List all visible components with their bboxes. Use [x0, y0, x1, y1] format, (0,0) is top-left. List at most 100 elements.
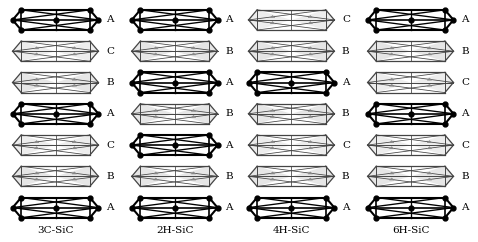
Polygon shape	[191, 115, 196, 118]
Polygon shape	[427, 178, 432, 180]
Text: A: A	[461, 203, 468, 212]
Text: A: A	[225, 203, 233, 212]
Text: B: B	[106, 78, 114, 87]
Polygon shape	[308, 109, 313, 112]
Polygon shape	[292, 166, 334, 186]
Polygon shape	[132, 104, 174, 124]
Text: C: C	[106, 47, 114, 56]
Polygon shape	[132, 166, 174, 186]
Polygon shape	[72, 84, 76, 86]
Polygon shape	[72, 147, 76, 149]
Polygon shape	[174, 41, 217, 61]
Polygon shape	[308, 15, 313, 18]
Polygon shape	[191, 47, 196, 49]
Polygon shape	[308, 115, 313, 118]
Polygon shape	[292, 41, 334, 61]
Polygon shape	[292, 104, 334, 124]
Polygon shape	[390, 84, 394, 86]
Text: A: A	[225, 78, 233, 87]
Polygon shape	[191, 178, 196, 180]
Text: A: A	[106, 203, 114, 212]
Text: A: A	[342, 203, 349, 212]
Polygon shape	[174, 166, 217, 186]
Polygon shape	[292, 10, 334, 30]
Text: C: C	[106, 141, 114, 150]
Polygon shape	[390, 78, 394, 80]
Polygon shape	[12, 135, 55, 155]
Polygon shape	[427, 141, 432, 143]
Polygon shape	[390, 47, 394, 49]
Text: B: B	[106, 172, 114, 181]
Polygon shape	[55, 166, 98, 186]
Polygon shape	[427, 47, 432, 49]
Polygon shape	[12, 166, 55, 186]
Polygon shape	[153, 115, 158, 118]
Polygon shape	[427, 53, 432, 55]
Polygon shape	[132, 41, 174, 61]
Text: A: A	[225, 141, 233, 150]
Polygon shape	[411, 135, 454, 155]
Polygon shape	[411, 72, 454, 93]
Polygon shape	[34, 141, 39, 143]
Polygon shape	[249, 135, 292, 155]
Text: A: A	[106, 109, 114, 118]
Polygon shape	[308, 147, 313, 149]
Polygon shape	[427, 172, 432, 174]
Text: A: A	[225, 15, 233, 24]
Polygon shape	[308, 141, 313, 143]
Text: A: A	[461, 15, 468, 24]
Polygon shape	[72, 178, 76, 180]
Text: B: B	[225, 47, 233, 56]
Polygon shape	[308, 172, 313, 174]
Polygon shape	[153, 53, 158, 55]
Text: B: B	[342, 172, 349, 181]
Polygon shape	[270, 115, 275, 118]
Polygon shape	[153, 47, 158, 49]
Polygon shape	[308, 22, 313, 24]
Text: B: B	[342, 109, 349, 118]
Polygon shape	[34, 47, 39, 49]
Text: 6H-SiC: 6H-SiC	[392, 226, 429, 235]
Polygon shape	[390, 53, 394, 55]
Polygon shape	[427, 84, 432, 86]
Text: 3C-SiC: 3C-SiC	[37, 226, 74, 235]
Polygon shape	[270, 147, 275, 149]
Text: C: C	[461, 141, 469, 150]
Polygon shape	[72, 172, 76, 174]
Polygon shape	[34, 178, 39, 180]
Polygon shape	[12, 41, 55, 61]
Text: C: C	[342, 15, 350, 24]
Polygon shape	[249, 41, 292, 61]
Polygon shape	[270, 109, 275, 112]
Polygon shape	[153, 178, 158, 180]
Polygon shape	[12, 72, 55, 93]
Polygon shape	[427, 147, 432, 149]
Polygon shape	[34, 53, 39, 55]
Polygon shape	[390, 172, 394, 174]
Polygon shape	[55, 135, 98, 155]
Polygon shape	[368, 166, 411, 186]
Polygon shape	[270, 141, 275, 143]
Text: A: A	[461, 109, 468, 118]
Polygon shape	[308, 178, 313, 180]
Text: B: B	[461, 172, 469, 181]
Polygon shape	[34, 172, 39, 174]
Polygon shape	[308, 47, 313, 49]
Polygon shape	[427, 78, 432, 80]
Polygon shape	[153, 109, 158, 112]
Polygon shape	[368, 41, 411, 61]
Text: B: B	[342, 47, 349, 56]
Text: A: A	[106, 15, 114, 24]
Polygon shape	[191, 53, 196, 55]
Polygon shape	[411, 166, 454, 186]
Polygon shape	[411, 41, 454, 61]
Polygon shape	[368, 135, 411, 155]
Polygon shape	[72, 141, 76, 143]
Polygon shape	[292, 135, 334, 155]
Polygon shape	[191, 172, 196, 174]
Polygon shape	[174, 104, 217, 124]
Text: B: B	[225, 172, 233, 181]
Text: 2H-SiC: 2H-SiC	[156, 226, 194, 235]
Polygon shape	[249, 166, 292, 186]
Text: B: B	[461, 47, 469, 56]
